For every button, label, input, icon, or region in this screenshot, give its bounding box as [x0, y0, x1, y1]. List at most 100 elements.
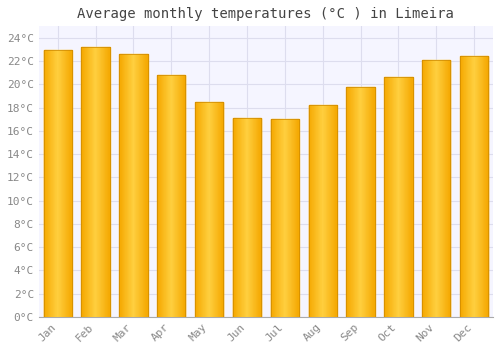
Bar: [284, 119, 285, 317]
Bar: [480, 56, 481, 317]
Bar: [479, 56, 480, 317]
Bar: [372, 87, 373, 317]
Bar: [407, 77, 408, 317]
Bar: [320, 105, 321, 317]
Bar: [395, 77, 396, 317]
Bar: [179, 75, 180, 317]
Bar: [347, 87, 348, 317]
Bar: [200, 102, 201, 317]
Bar: [259, 118, 260, 317]
Bar: [236, 118, 237, 317]
Bar: [241, 118, 242, 317]
Bar: [212, 102, 213, 317]
Bar: [296, 119, 297, 317]
Bar: [435, 60, 436, 317]
Bar: [221, 102, 222, 317]
Bar: [290, 119, 291, 317]
Bar: [283, 119, 284, 317]
Bar: [56, 49, 57, 317]
Bar: [386, 77, 387, 317]
Bar: [136, 54, 137, 317]
Bar: [119, 54, 120, 317]
Bar: [469, 56, 470, 317]
Bar: [404, 77, 405, 317]
Bar: [87, 47, 88, 317]
Bar: [169, 75, 170, 317]
Bar: [355, 87, 356, 317]
Bar: [128, 54, 129, 317]
Bar: [437, 60, 438, 317]
Bar: [317, 105, 318, 317]
Bar: [374, 87, 375, 317]
Bar: [131, 54, 132, 317]
Bar: [122, 54, 123, 317]
Bar: [325, 105, 326, 317]
Bar: [182, 75, 183, 317]
Bar: [481, 56, 482, 317]
Bar: [83, 47, 84, 317]
Bar: [330, 105, 331, 317]
Bar: [348, 87, 349, 317]
Bar: [61, 49, 62, 317]
Bar: [448, 60, 449, 317]
Bar: [88, 47, 89, 317]
Bar: [55, 49, 56, 317]
Bar: [477, 56, 478, 317]
Bar: [57, 49, 58, 317]
Bar: [292, 119, 293, 317]
Bar: [399, 77, 400, 317]
Bar: [165, 75, 166, 317]
Bar: [472, 56, 473, 317]
Bar: [295, 119, 296, 317]
Bar: [141, 54, 142, 317]
Bar: [91, 47, 92, 317]
Bar: [47, 49, 48, 317]
Bar: [215, 102, 216, 317]
Bar: [432, 60, 433, 317]
Bar: [392, 77, 394, 317]
Bar: [465, 56, 466, 317]
Bar: [69, 49, 70, 317]
Bar: [429, 60, 430, 317]
Bar: [367, 87, 368, 317]
Bar: [387, 77, 388, 317]
Bar: [139, 54, 140, 317]
Bar: [446, 60, 447, 317]
Bar: [66, 49, 67, 317]
Bar: [218, 102, 219, 317]
Bar: [102, 47, 103, 317]
Bar: [85, 47, 86, 317]
Bar: [140, 54, 141, 317]
Bar: [176, 75, 177, 317]
Bar: [391, 77, 392, 317]
Bar: [124, 54, 125, 317]
Bar: [159, 75, 160, 317]
Bar: [62, 49, 63, 317]
Bar: [100, 47, 102, 317]
Bar: [410, 77, 411, 317]
Bar: [256, 118, 257, 317]
Bar: [213, 102, 214, 317]
Bar: [427, 60, 428, 317]
Bar: [107, 47, 108, 317]
Bar: [271, 119, 272, 317]
Bar: [286, 119, 287, 317]
Bar: [333, 105, 334, 317]
Bar: [234, 118, 235, 317]
Bar: [406, 77, 407, 317]
Bar: [384, 77, 385, 317]
Bar: [63, 49, 64, 317]
Bar: [68, 49, 69, 317]
Bar: [289, 119, 290, 317]
Bar: [297, 119, 298, 317]
Bar: [214, 102, 215, 317]
Bar: [173, 75, 174, 317]
Bar: [444, 60, 445, 317]
Bar: [71, 49, 72, 317]
Bar: [210, 102, 211, 317]
Bar: [70, 49, 71, 317]
Bar: [138, 54, 139, 317]
Bar: [242, 118, 243, 317]
Bar: [198, 102, 199, 317]
Bar: [162, 75, 163, 317]
